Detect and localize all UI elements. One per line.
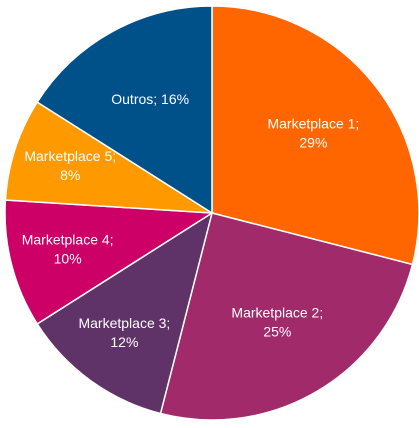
- data-label: Outros; 16%: [111, 91, 189, 107]
- data-label: 12%: [110, 334, 138, 350]
- pie-slice: [159, 212, 414, 421]
- data-label: Marketplace 4;: [22, 231, 114, 247]
- data-label: Marketplace 1;: [267, 116, 359, 132]
- data-label: 29%: [299, 135, 327, 151]
- pie-slice: [36, 211, 214, 415]
- data-label: 10%: [54, 250, 82, 266]
- pie-slice: [4, 101, 213, 214]
- data-label: Marketplace 3;: [78, 315, 170, 331]
- data-label: 25%: [263, 324, 291, 340]
- data-label: 8%: [60, 167, 80, 183]
- pie-slice: [36, 5, 213, 215]
- data-label: Marketplace 5;: [24, 148, 116, 164]
- data-label: Marketplace 2;: [231, 305, 323, 321]
- pie-slice: [4, 199, 215, 325]
